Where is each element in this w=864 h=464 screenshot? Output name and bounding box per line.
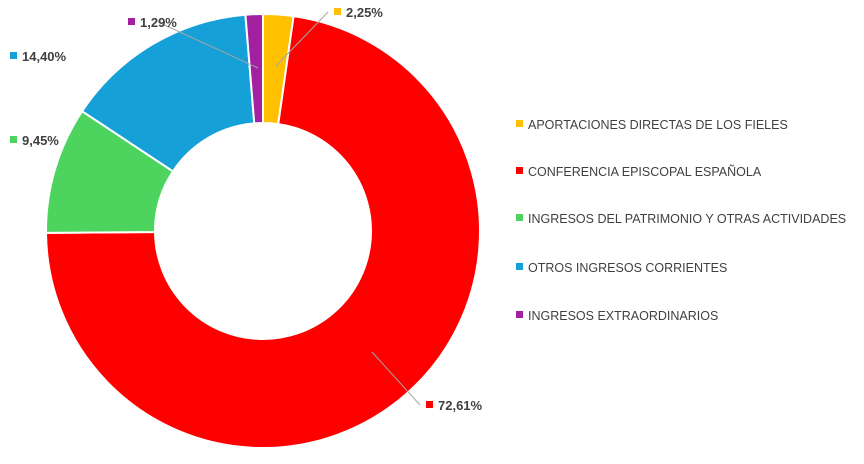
data-label-marker-3 [10,136,17,143]
legend-swatch-3 [516,214,523,221]
legend-label-5: INGRESOS EXTRAORDINARIOS [528,309,718,323]
legend: APORTACIONES DIRECTAS DE LOS FIELES CONFE… [516,118,846,323]
donut-slice-2 [44,15,481,449]
data-label-3: 9,45% [22,133,59,148]
legend-swatch-2 [516,167,523,174]
data-label-1: 2,25% [346,5,383,20]
leader-line-1 [275,11,329,67]
leader-lines [157,11,421,406]
data-labels: 2,25% 72,61% 9,45% 14,40% 1,29% [10,5,483,413]
legend-label-2: CONFERENCIA EPISCOPAL ESPAÑOLA [528,165,762,179]
data-label-2: 72,61% [438,398,483,413]
legend-swatch-5 [516,311,523,318]
legend-label-3: INGRESOS DEL PATRIMONIO Y OTRAS ACTIVIDA… [528,212,846,226]
donut-slices [44,12,481,449]
leader-line-2 [371,351,421,406]
legend-swatch-1 [516,120,523,127]
legend-label-1: APORTACIONES DIRECTAS DE LOS FIELES [528,118,788,132]
legend-swatch-4 [516,263,523,270]
data-label-5: 1,29% [140,15,177,30]
data-label-4: 14,40% [22,49,67,64]
legend-label-4: OTROS INGRESOS CORRIENTES [528,261,727,275]
donut-slice-5 [244,12,264,125]
leader-line-5 [157,21,259,69]
data-label-marker-1 [334,8,341,15]
data-label-marker-5 [128,18,135,25]
data-label-marker-2 [426,401,433,408]
data-label-marker-4 [10,52,17,59]
